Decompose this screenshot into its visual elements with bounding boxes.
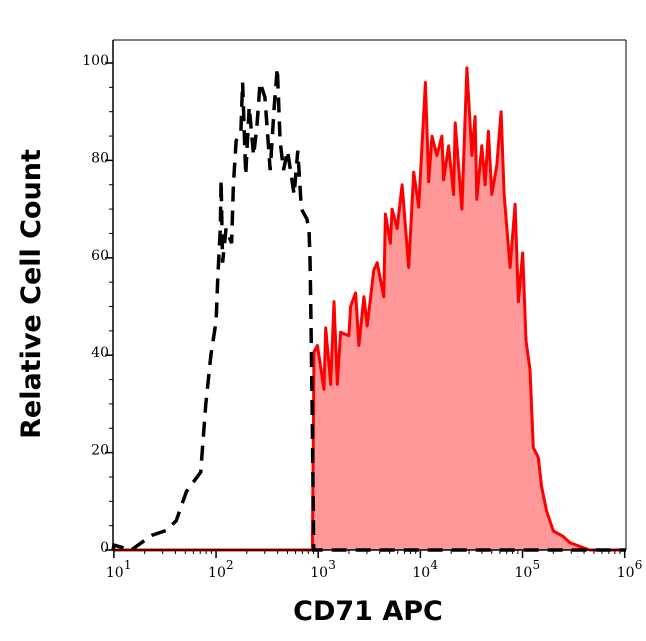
x-tick-exponent: 3 [328,558,336,572]
y-tick-label: 0 [100,540,109,556]
x-tick-exponent: 2 [226,558,234,572]
y-tick-label: 20 [91,443,109,459]
x-tick-base: 10 [106,565,124,581]
x-axis-title: CD71 APC [293,596,443,627]
x-tick-exponent: 5 [533,558,541,572]
x-tick-label: 10 2 [208,558,234,581]
x-tick-exponent: 1 [124,558,132,572]
x-tick-label: 10 1 [106,558,132,581]
stained-histogram-line [113,66,626,552]
x-tick-base: 10 [310,565,328,581]
x-tick-base: 10 [208,565,226,581]
y-tick-label: 60 [91,248,109,264]
y-tick-labels: 0 20 40 60 80 100 [82,53,109,556]
control-histogram-dashed-line [111,67,626,552]
x-tick-base: 10 [515,565,533,581]
x-tick-label: 10 6 [617,558,643,581]
x-tick-exponent: 4 [430,558,438,572]
y-tick-label: 40 [91,345,109,361]
series-layer [111,66,626,552]
x-tick-label: 10 4 [412,558,438,581]
y-tick-label: 100 [82,53,109,69]
x-tick-exponent: 6 [635,558,643,572]
x-tick-label: 10 5 [515,558,541,581]
x-tick-base: 10 [617,565,635,581]
tick-marks [105,62,626,558]
y-axis-title: Relative Cell Count [16,149,47,439]
y-tick-label: 80 [91,150,109,166]
x-tick-base: 10 [412,565,430,581]
x-tick-label: 10 3 [310,558,336,581]
axes [112,39,627,551]
x-tick-labels: 10 1 10 2 10 3 10 4 10 5 10 6 [106,558,642,581]
